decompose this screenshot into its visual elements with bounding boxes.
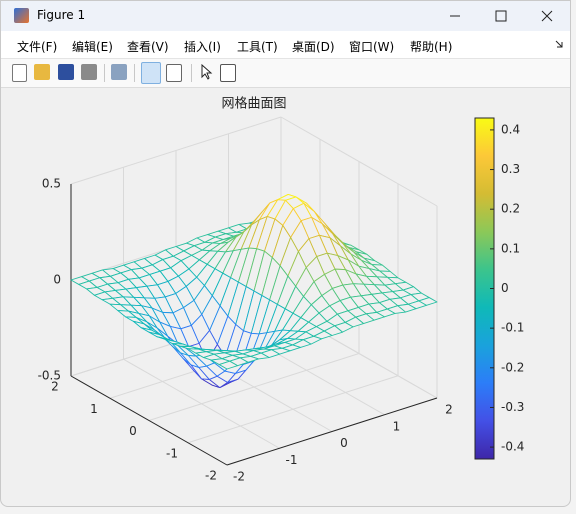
mesh-cell <box>218 360 238 370</box>
colorbar-tick-label: -0.1 <box>501 321 524 335</box>
z-tick-label: 0 <box>53 273 61 287</box>
x-axis-line <box>226 397 438 466</box>
x-tick-label: 2 <box>445 403 453 417</box>
property-inspector-button[interactable] <box>220 64 236 82</box>
colorbar-tick-label: 0.4 <box>501 122 520 136</box>
y-tick-label: 2 <box>51 380 59 394</box>
y-tick-label: -1 <box>166 446 178 460</box>
menu-item[interactable]: 插入(I) <box>184 40 221 54</box>
x-tick-label: -1 <box>286 453 298 467</box>
z-tick-label: 0.5 <box>42 177 61 191</box>
grid-line <box>280 116 438 207</box>
minimize-button[interactable] <box>432 1 478 31</box>
grid-line <box>148 353 360 421</box>
chart-title: 网格曲面图 <box>221 96 286 112</box>
menu-item[interactable]: 窗口(W) <box>349 40 395 54</box>
separator <box>134 64 135 82</box>
menu-item[interactable]: 查看(V) <box>127 40 169 54</box>
toolbar <box>1 58 570 88</box>
x-tick-label: 1 <box>393 419 401 433</box>
grid-line <box>187 375 399 444</box>
pointer-button[interactable] <box>199 64 213 80</box>
colorbar-tick-label: -0.2 <box>501 360 524 374</box>
print-button[interactable] <box>81 64 97 80</box>
menu-bar: 文件(F) 编辑(E) 查看(V) 插入(I) 工具(T) 桌面(D) 窗口(W… <box>1 31 570 58</box>
y-tick-label: -2 <box>205 469 217 483</box>
y-axis-line <box>70 375 228 466</box>
colorbar-tick-label: 0 <box>501 281 509 295</box>
colorbar-tick-label: 0.1 <box>501 241 520 255</box>
colorbar-tick-label: -0.4 <box>501 440 524 454</box>
colorbar-tick-label: -0.3 <box>501 400 524 414</box>
grid-line <box>70 116 282 185</box>
colorbar-tick-label: 0.3 <box>501 162 520 176</box>
menu-item[interactable]: 编辑(E) <box>72 40 113 54</box>
menu-item[interactable]: 帮助(H) <box>410 40 453 54</box>
close-button[interactable] <box>524 1 570 31</box>
x-tick-label: 0 <box>340 436 348 450</box>
legend-button[interactable] <box>166 64 182 82</box>
colorbar-tick-label: 0.2 <box>501 202 520 216</box>
window-title: Figure 1 <box>37 8 86 22</box>
separator <box>191 64 192 82</box>
app-icon <box>14 8 29 23</box>
menu-item[interactable]: 桌面(D) <box>292 40 335 54</box>
menu-item[interactable]: 工具(T) <box>237 40 278 54</box>
open-button[interactable] <box>34 64 50 80</box>
title-bar: Figure 1 <box>1 1 570 31</box>
y-tick-label: 1 <box>90 402 98 416</box>
colorbar-button[interactable] <box>141 62 161 84</box>
maximize-button[interactable] <box>478 1 524 31</box>
separator <box>104 64 105 82</box>
menu-overflow[interactable] <box>554 39 564 49</box>
link-button[interactable] <box>111 64 127 80</box>
menu-item[interactable]: 文件(F) <box>17 40 58 54</box>
x-tick-label: -2 <box>233 470 245 484</box>
save-button[interactable] <box>58 64 74 80</box>
y-tick-label: 0 <box>129 424 137 438</box>
new-figure-button[interactable] <box>12 64 27 82</box>
z-tick-label: -0.5 <box>38 369 61 383</box>
